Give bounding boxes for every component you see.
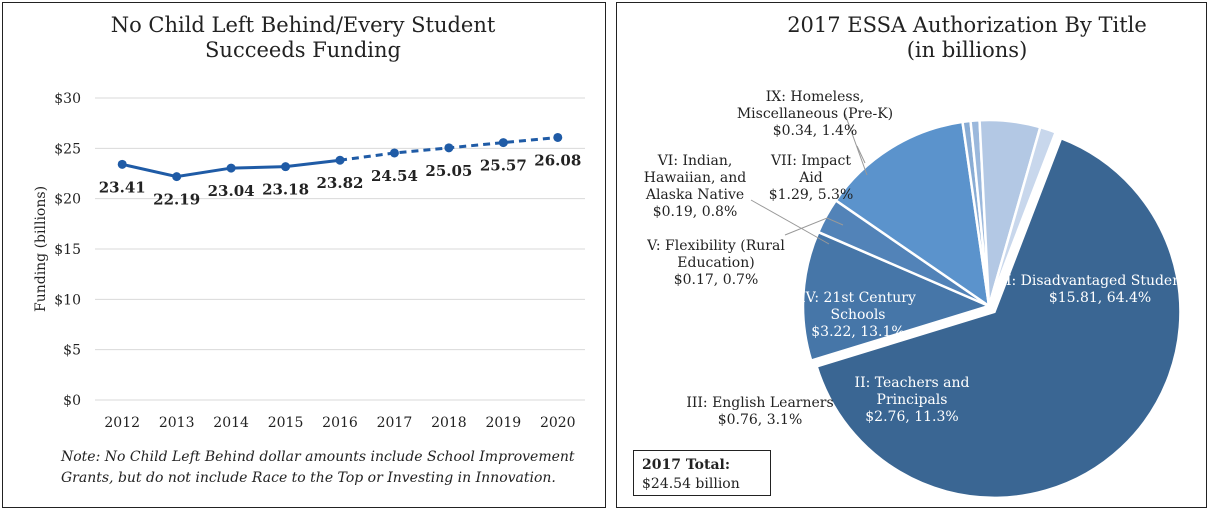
- data-point: [172, 172, 182, 182]
- line-chart-plot: $0 $5 $10 $15 $20 $25 $30 2012 2013 2014 2015 2016 2…: [33, 91, 585, 431]
- data-label: 24.54: [371, 167, 418, 185]
- y-axis-label: Funding (billions): [33, 186, 49, 312]
- pie-slice-label-line: Aid: [799, 170, 823, 186]
- leader-line: [784, 217, 844, 236]
- pie-slice-label-line: Alaska Native: [645, 187, 745, 203]
- data-point: [444, 143, 454, 153]
- pie-slice-label: V: Flexibility (Rural Education) $0.17, 0.…: [641, 238, 791, 289]
- x-tick-label: 2020: [540, 415, 576, 431]
- pie-slice-label-line: $3.22, 13.1%: [811, 324, 905, 340]
- x-tick-label: 2016: [322, 415, 358, 431]
- pie-slice-label-line: II: Teachers and: [854, 375, 970, 391]
- line-chart-panel: No Child Left Behind/Every Student Succe…: [2, 2, 606, 508]
- x-tick-label: 2012: [104, 415, 140, 431]
- pie-slice-label-line: Hawaiian, and: [643, 170, 747, 186]
- x-tick-label: 2019: [486, 415, 522, 431]
- x-tick-label: 2017: [377, 415, 413, 431]
- total-label: 2017 Total:: [642, 457, 731, 473]
- pie-chart-plot: [750, 113, 1182, 500]
- data-point: [117, 159, 127, 169]
- pie-chart-title-line1: 2017 ESSA Authorization By Title: [787, 13, 1147, 37]
- line-chart-title-line2: Succeeds Funding: [205, 38, 401, 62]
- data-label: 22.19: [153, 191, 200, 209]
- pie-slice-label-line: Miscellaneous (Pre-K): [736, 106, 894, 122]
- y-tick-label: $10: [54, 292, 81, 308]
- total-value: $24.54 billion: [642, 476, 740, 492]
- pie-slice-label-line: V: Flexibility (Rural: [647, 238, 785, 254]
- chart-note: Note: No Child Left Behind dollar amount…: [61, 449, 575, 486]
- leader-line: [844, 113, 868, 176]
- y-tick-label: $0: [63, 393, 81, 409]
- pie-slice-label-line: Education): [677, 255, 755, 271]
- line-chart-title: No Child Left Behind/Every Student Succe…: [3, 13, 603, 63]
- pie-slice: [815, 136, 1182, 500]
- data-label: 25.05: [425, 162, 472, 180]
- pie-slice-label-line: IX: Homeless,: [765, 89, 865, 105]
- pie-slice-label: IV: 21st Century Schools $3.22, 13.1%: [793, 290, 923, 341]
- pie-slice-label-line: IV: 21st Century: [800, 290, 916, 306]
- pie-slice-label-line: $0.19, 0.8%: [652, 204, 738, 220]
- data-label: 23.18: [262, 181, 309, 199]
- leader-line: [750, 199, 830, 245]
- pie-chart-panel: 2017 ESSA Authorization By Title (in bil…: [616, 2, 1207, 508]
- y-tick-label: $30: [54, 91, 81, 107]
- pie-slice-label: II: Teachers and Principals $2.76, 11.3%: [847, 375, 977, 426]
- data-label: 23.04: [208, 182, 255, 200]
- pie-slice-label-line: $0.34, 1.4%: [772, 123, 858, 139]
- data-point: [389, 148, 399, 158]
- pie-slice-label: VI: Indian, Hawaiian, and Alaska Native $0.…: [641, 153, 749, 221]
- data-point: [553, 132, 563, 142]
- pie-slice-label: I: Disadvantaged Students $15.81, 64.4%: [995, 273, 1205, 307]
- pie-slice: [834, 120, 991, 309]
- pie-slice-label-line: I: Disadvantaged Students: [1005, 273, 1195, 289]
- data-label: 23.41: [99, 178, 146, 196]
- data-label: 26.08: [534, 151, 581, 169]
- data-label: 23.82: [317, 174, 364, 192]
- x-tick-label: 2014: [213, 415, 249, 431]
- pie-slice-label-line: $0.17, 0.7%: [673, 272, 759, 288]
- pie-slice-label-line: Principals: [876, 392, 948, 408]
- data-label: 25.57: [480, 157, 527, 175]
- y-tick-label: $25: [54, 141, 81, 157]
- data-point: [335, 155, 345, 165]
- pie-slice-label-line: Schools: [830, 307, 886, 323]
- x-tick-label: 2018: [431, 415, 467, 431]
- pie-chart-title-line2: (in billions): [906, 38, 1028, 62]
- data-point: [498, 138, 508, 148]
- y-tick-label: $15: [54, 242, 81, 258]
- pie-slice-label: III: English Learners $0.76, 3.1%: [685, 395, 835, 429]
- pie-slice-label-line: $1.29, 5.3%: [768, 187, 854, 203]
- total-box: 2017 Total: $24.54 billion: [633, 450, 771, 496]
- data-point: [226, 163, 236, 173]
- line-chart-title-line1: No Child Left Behind/Every Student: [110, 13, 496, 37]
- leader-line: [856, 145, 866, 164]
- x-tick-label: 2013: [159, 415, 195, 431]
- pie-slice: [801, 230, 993, 363]
- data-point: [281, 162, 291, 172]
- pie-chart-title: 2017 ESSA Authorization By Title (in bil…: [717, 13, 1209, 63]
- y-tick-label: $5: [63, 343, 81, 359]
- pie-slice: [987, 125, 1058, 307]
- pie-slice-label: VII: Impact Aid $1.29, 5.3%: [767, 153, 855, 204]
- pie-slice-label-line: $15.81, 64.4%: [1048, 290, 1152, 306]
- pie-slice-label-line: VII: Impact: [771, 153, 851, 169]
- pie-slice-label-line: VI: Indian,: [657, 153, 733, 169]
- pie-slice-label: IX: Homeless, Miscellaneous (Pre-K) $0.34,…: [735, 89, 895, 140]
- y-tick-label: $20: [54, 192, 81, 208]
- x-tick-label: 2015: [268, 415, 304, 431]
- pie-slice-label-line: III: English Learners: [686, 395, 834, 411]
- pie-slice-label-line: $0.76, 3.1%: [717, 412, 803, 428]
- pie-slice-label-line: $2.76, 11.3%: [865, 409, 959, 425]
